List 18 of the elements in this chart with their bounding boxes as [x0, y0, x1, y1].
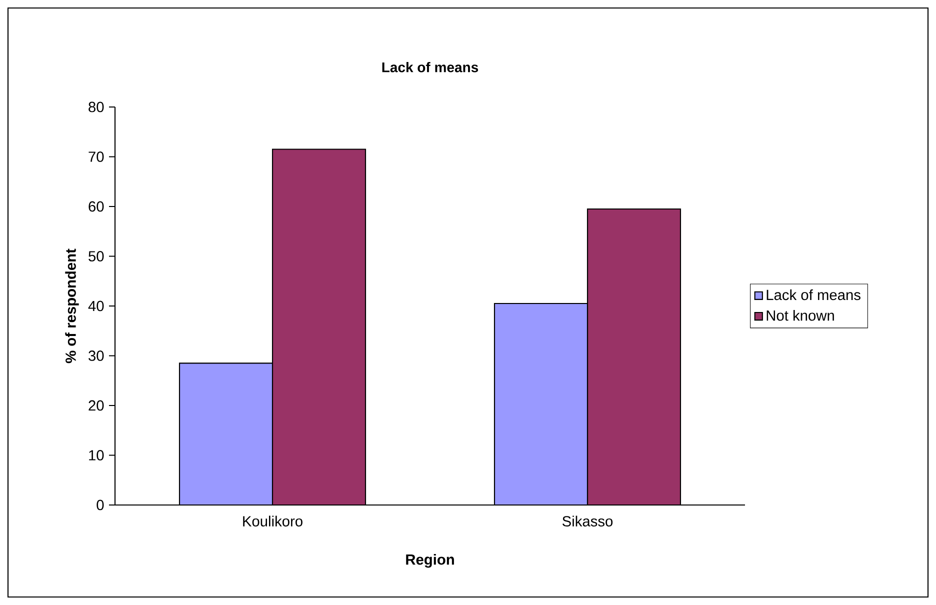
- x-tick-label: Sikasso: [562, 516, 613, 526]
- y-tick-label: 60: [88, 201, 104, 212]
- y-tick-label: 80: [88, 102, 104, 112]
- legend-label: Lack of means: [766, 289, 860, 300]
- y-tick-label: 70: [88, 152, 104, 162]
- x-tick-label: Koulikoro: [243, 516, 302, 526]
- y-tick-label: 40: [88, 300, 104, 312]
- bar: [494, 302, 588, 505]
- y-tick-label: 0: [96, 500, 104, 510]
- y-axis-title: % of respondent: [65, 248, 79, 364]
- y-tick-label: 10: [89, 450, 104, 460]
- y-tick-label: 20: [88, 400, 104, 411]
- x-axis-title: Region: [406, 554, 454, 568]
- chart-title: Lack of means: [382, 62, 478, 72]
- y-tick-label: 50: [88, 251, 104, 262]
- bar: [180, 363, 273, 505]
- legend-label: Not known: [766, 310, 834, 321]
- y-tick-label: 30: [88, 350, 104, 361]
